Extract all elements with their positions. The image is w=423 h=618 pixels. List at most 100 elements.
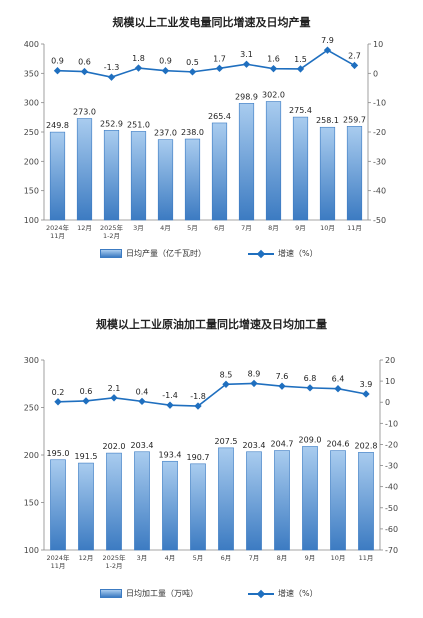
bar-value-label: 191.5 (75, 452, 98, 461)
bar (134, 451, 150, 551)
x-tick-label: 4月 (160, 224, 171, 232)
growth-value-label: 0.6 (80, 387, 93, 396)
bar (76, 118, 93, 221)
bar (218, 447, 234, 551)
legend-line-swatch (248, 590, 274, 598)
x-tick-label: 9月 (305, 554, 316, 562)
bar (358, 452, 374, 551)
bar (49, 131, 66, 221)
x-tick-label-line: 6月 (221, 554, 232, 562)
bar-value-label: 265.4 (208, 112, 231, 121)
chart-title: 规模以上工业原油加工量同比增速及日均加工量 (96, 318, 327, 331)
bar (78, 462, 94, 551)
right-tick-label: -10 (385, 419, 398, 428)
bar-value-label: 275.4 (289, 106, 312, 115)
growth-line (57, 49, 355, 78)
bar-value-label: 209.0 (299, 435, 322, 444)
growth-value-label: 3.9 (360, 380, 373, 389)
x-tick-label-line: 6月 (214, 224, 225, 232)
growth-value-label: 3.1 (240, 50, 253, 59)
x-tick-label: 3月 (137, 554, 148, 562)
x-tick-label-line: 2024年 (46, 553, 70, 562)
bar-value-label: 251.0 (127, 120, 150, 129)
growth-value-label: 6.4 (332, 375, 345, 384)
growth-point (166, 401, 174, 409)
bar-value-label: 190.7 (187, 453, 210, 462)
x-tick-label-line: 1-2月 (103, 232, 120, 240)
right-tick-label: 0 (373, 69, 378, 78)
x-tick-label: 11月 (347, 224, 362, 232)
growth-point (107, 73, 116, 81)
legend-item-bar: 日均加工量（万吨） (100, 588, 198, 599)
bar (302, 446, 318, 551)
crude-oil-chart: 规模以上工业原油加工量同比增速及日均加工量 100 150 200 250 300 -70… (0, 300, 423, 618)
x-tick-label-line: 11月 (51, 562, 66, 570)
growth-point (334, 385, 342, 393)
left-tick-label: 150 (24, 187, 39, 196)
legend-item-line: 增速（%） (248, 248, 318, 259)
growth-value-label: 1.5 (294, 55, 307, 64)
growth-value-label: -1.4 (162, 391, 178, 400)
legend-line-swatch (248, 250, 274, 258)
right-tick-label: -30 (373, 157, 386, 166)
bar-value-label: 258.1 (316, 116, 339, 125)
bar-value-label: 193.4 (159, 450, 182, 459)
growth-point (110, 394, 118, 402)
bar (346, 126, 363, 221)
x-tick-label: 12月 (77, 224, 92, 232)
x-tick-label: 10月 (331, 554, 346, 562)
left-tick-label: 150 (24, 499, 39, 508)
growth-line (57, 382, 367, 407)
x-tick-label: 2025年 1-2月 (100, 223, 124, 240)
growth-value-label: 6.8 (304, 374, 317, 383)
bar (106, 452, 122, 551)
x-tick-label: 2024年 11月 (46, 553, 70, 570)
x-tick-label-line: 9月 (295, 224, 306, 232)
legend-bar-label: 日均加工量（万吨） (126, 589, 198, 598)
x-tick-label-line: 11月 (359, 554, 374, 562)
x-tick-label: 12月 (79, 554, 94, 562)
left-tick-label: 250 (24, 128, 39, 137)
bar (330, 450, 346, 551)
right-tick-label: -50 (373, 216, 386, 225)
bar-value-label: 203.4 (243, 441, 266, 450)
growth-point (350, 61, 359, 70)
legend-item-bar: 日均产量（亿千瓦时） (100, 248, 206, 259)
electricity-chart-plot: 100 150 200 250 300 350 400 -50 -40 -30 -20 -10 0 10 2… (24, 36, 386, 240)
x-tick-label-line: 5月 (193, 554, 204, 562)
bar (211, 122, 228, 221)
x-tick-label-line: 12月 (77, 224, 92, 232)
left-tick-label: 250 (24, 404, 39, 413)
bar (238, 103, 255, 221)
growth-value-label: 1.6 (267, 55, 280, 64)
x-tick-label-line: 4月 (160, 224, 171, 232)
bar (265, 101, 282, 221)
growth-point (269, 64, 278, 73)
legend-line-label: 增速（%） (278, 249, 318, 258)
bar-value-label: 195.0 (47, 449, 70, 458)
right-tick-label: 10 (385, 377, 395, 386)
growth-value-label: -1.3 (104, 63, 120, 72)
growth-point (215, 64, 224, 73)
bar-value-label: 273.0 (73, 108, 96, 117)
crude-oil-chart-plot: 100 150 200 250 300 -70 -60 -50 -40 -30 -20 -10 0 10 2… (24, 356, 398, 570)
bar-value-label: 259.7 (343, 115, 366, 124)
left-tick-label: 400 (24, 40, 39, 49)
x-tick-label-line: 9月 (305, 554, 316, 562)
x-tick-label: 10月 (320, 224, 335, 232)
growth-value-label: 8.5 (220, 370, 233, 379)
x-tick-label: 5月 (193, 554, 204, 562)
bar-value-label: 298.9 (235, 92, 258, 101)
growth-point (250, 379, 258, 388)
x-tick-label-line: 12月 (79, 554, 94, 562)
bar-value-label: 203.4 (131, 441, 154, 450)
right-tick-label: -10 (373, 99, 386, 108)
growth-value-label: -1.8 (190, 392, 206, 401)
x-tick-label: 4月 (165, 554, 176, 562)
left-tick-label: 100 (24, 216, 39, 225)
bar-value-label: 237.0 (154, 129, 177, 138)
bar-value-label: 302.0 (262, 90, 285, 99)
x-tick-label: 3月 (133, 224, 144, 232)
growth-value-label: 2.1 (108, 384, 121, 393)
legend-bar-swatch (100, 249, 122, 258)
